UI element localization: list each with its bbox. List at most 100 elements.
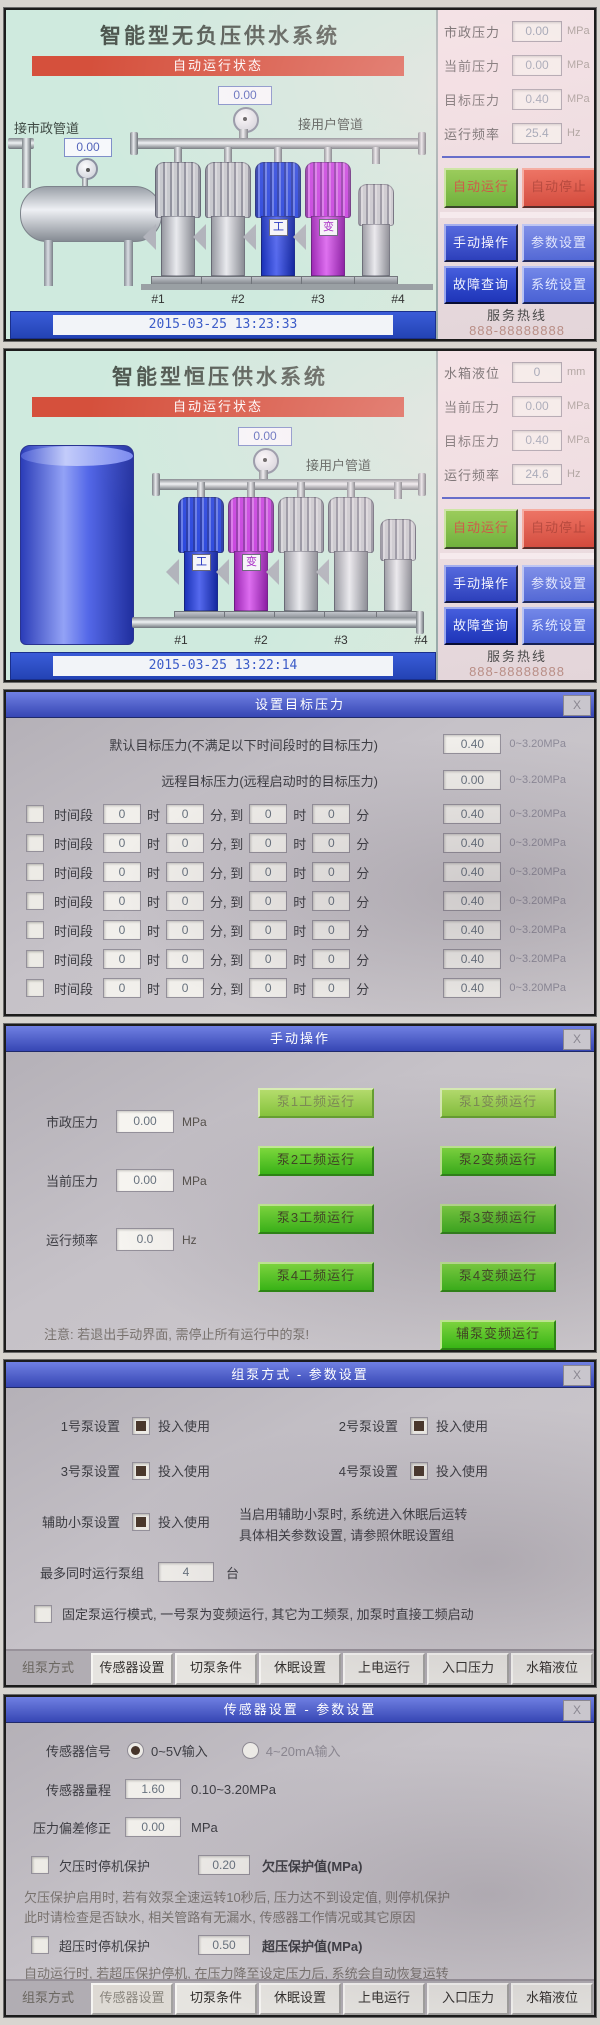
start-minute-input[interactable]: 0 [166, 862, 205, 882]
close-icon[interactable]: X [563, 1700, 591, 1721]
start-minute-input[interactable]: 0 [166, 949, 205, 969]
pump-power-run-button[interactable]: 泵1工频运行 [258, 1088, 374, 1118]
pump-power-run-button[interactable]: 泵3工频运行 [258, 1204, 374, 1234]
start-hour-input[interactable]: 0 [103, 920, 142, 940]
settings-tab[interactable]: 传感器设置 [91, 1653, 173, 1685]
start-minute-input[interactable]: 0 [166, 833, 205, 853]
signal-4-20ma-radio[interactable] [241, 1742, 259, 1759]
end-minute-input[interactable]: 0 [312, 920, 351, 940]
period-pressure-input[interactable]: 0.40 [443, 804, 502, 824]
settings-tab[interactable]: 上电运行 [343, 1653, 425, 1685]
auto-run-button[interactable]: 自动运行 [444, 168, 518, 208]
period-pressure-input[interactable]: 0.40 [443, 949, 502, 969]
end-minute-input[interactable]: 0 [312, 833, 351, 853]
start-hour-input[interactable]: 0 [103, 949, 142, 969]
max-pumps-input[interactable]: 4 [158, 1562, 215, 1582]
settings-tab[interactable]: 水箱液位 [511, 1983, 593, 2015]
fault-query-button[interactable]: 故障查询 [444, 607, 518, 645]
settings-tab[interactable]: 切泵条件 [175, 1983, 257, 2015]
period-pressure-input[interactable]: 0.40 [443, 891, 502, 911]
fixed-mode-checkbox[interactable] [34, 1604, 52, 1623]
end-hour-input[interactable]: 0 [249, 862, 288, 882]
manual-operation-button[interactable]: 手动操作 [444, 224, 518, 262]
time-period-checkbox[interactable] [26, 834, 44, 852]
auto-stop-button[interactable]: 自动停止 [522, 509, 594, 549]
period-pressure-input[interactable]: 0.40 [443, 920, 502, 940]
settings-tab[interactable]: 入口压力 [427, 1653, 509, 1685]
sensor-range-input[interactable]: 1.60 [125, 1779, 182, 1799]
low-pressure-value-input[interactable]: 0.20 [198, 1855, 251, 1875]
start-hour-input[interactable]: 0 [103, 891, 142, 911]
close-icon[interactable]: X [563, 1365, 591, 1386]
system-settings-button[interactable]: 系统设置 [522, 266, 594, 304]
end-minute-input[interactable]: 0 [312, 804, 351, 824]
fault-query-button[interactable]: 故障查询 [444, 266, 518, 304]
start-minute-input[interactable]: 0 [166, 891, 205, 911]
settings-tab[interactable]: 上电运行 [343, 1983, 425, 2015]
low-pressure-protect-checkbox[interactable] [31, 1856, 49, 1874]
in-use-checkbox[interactable] [132, 1461, 150, 1480]
default-pressure-input[interactable]: 0.40 [443, 734, 502, 754]
manual-operation-button[interactable]: 手动操作 [444, 565, 518, 603]
time-period-checkbox[interactable] [26, 950, 44, 968]
pump-vfd-run-button[interactable]: 泵3变频运行 [440, 1204, 556, 1234]
close-icon[interactable]: X [563, 1029, 591, 1050]
in-use-checkbox[interactable] [132, 1512, 150, 1531]
reading-row: 当前压力 0.00 MPa [444, 393, 592, 419]
period-pressure-input[interactable]: 0.40 [443, 833, 502, 853]
auto-stop-button[interactable]: 自动停止 [522, 168, 594, 208]
start-hour-input[interactable]: 0 [103, 804, 142, 824]
auto-run-button[interactable]: 自动运行 [444, 509, 518, 549]
end-hour-input[interactable]: 0 [249, 891, 288, 911]
start-hour-input[interactable]: 0 [103, 833, 142, 853]
end-minute-input[interactable]: 0 [312, 949, 351, 969]
time-period-checkbox[interactable] [26, 863, 44, 881]
remote-pressure-input[interactable]: 0.00 [443, 770, 502, 790]
settings-tab[interactable]: 组泵方式 [21, 1990, 74, 2005]
settings-tab[interactable]: 入口压力 [427, 1983, 509, 2015]
start-minute-input[interactable]: 0 [166, 920, 205, 940]
period-pressure-input[interactable]: 0.40 [443, 978, 502, 998]
settings-tab[interactable]: 切泵条件 [175, 1653, 257, 1685]
time-period-checkbox[interactable] [26, 921, 44, 939]
close-icon[interactable]: X [563, 695, 591, 716]
end-minute-input[interactable]: 0 [312, 891, 351, 911]
settings-tab[interactable]: 水箱液位 [511, 1653, 593, 1685]
start-minute-input[interactable]: 0 [166, 978, 205, 998]
pressure-offset-input[interactable]: 0.00 [125, 1817, 182, 1837]
settings-tab[interactable]: 休眠设置 [259, 1653, 341, 1685]
pump-vfd-run-button[interactable]: 辅泵变频运行 [440, 1320, 556, 1350]
time-period-checkbox[interactable] [26, 979, 44, 997]
in-use-checkbox[interactable] [410, 1416, 428, 1435]
pump-power-run-button[interactable]: 泵2工频运行 [258, 1146, 374, 1176]
start-hour-input[interactable]: 0 [103, 862, 142, 882]
start-hour-input[interactable]: 0 [103, 978, 142, 998]
end-hour-input[interactable]: 0 [249, 833, 288, 853]
end-hour-input[interactable]: 0 [249, 949, 288, 969]
end-minute-input[interactable]: 0 [312, 978, 351, 998]
time-period-checkbox[interactable] [26, 892, 44, 910]
in-use-checkbox[interactable] [410, 1461, 428, 1480]
high-pressure-protect-checkbox[interactable] [31, 1936, 49, 1954]
high-pressure-value-input[interactable]: 0.50 [198, 1935, 251, 1955]
parameter-settings-button[interactable]: 参数设置 [522, 224, 594, 262]
pump-number: #3 [334, 633, 348, 647]
settings-tab[interactable]: 传感器设置 [91, 1983, 173, 2015]
pump-vfd-run-button[interactable]: 泵1变频运行 [440, 1088, 556, 1118]
settings-tab[interactable]: 组泵方式 [21, 1660, 74, 1675]
signal-0-5v-radio[interactable] [127, 1742, 145, 1759]
end-hour-input[interactable]: 0 [249, 804, 288, 824]
pump-power-run-button[interactable]: 泵4工频运行 [258, 1262, 374, 1292]
system-settings-button[interactable]: 系统设置 [522, 607, 594, 645]
period-pressure-input[interactable]: 0.40 [443, 862, 502, 882]
end-minute-input[interactable]: 0 [312, 862, 351, 882]
parameter-settings-button[interactable]: 参数设置 [522, 565, 594, 603]
pump-vfd-run-button[interactable]: 泵2变频运行 [440, 1146, 556, 1176]
settings-tab[interactable]: 休眠设置 [259, 1983, 341, 2015]
start-minute-input[interactable]: 0 [166, 804, 205, 824]
pump-vfd-run-button[interactable]: 泵4变频运行 [440, 1262, 556, 1292]
in-use-checkbox[interactable] [132, 1416, 150, 1435]
time-period-checkbox[interactable] [26, 805, 44, 823]
end-hour-input[interactable]: 0 [249, 978, 288, 998]
end-hour-input[interactable]: 0 [249, 920, 288, 940]
